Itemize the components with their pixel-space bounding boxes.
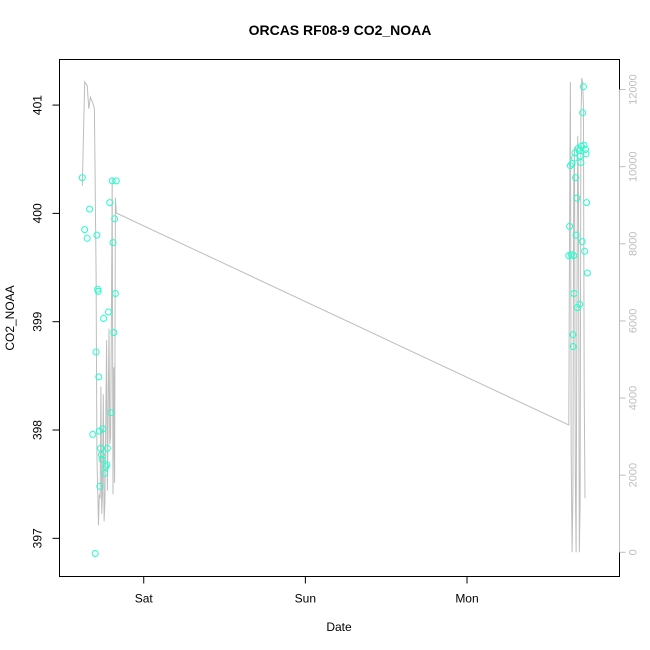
data-point xyxy=(94,287,102,295)
data-point xyxy=(109,239,117,247)
data-point xyxy=(111,215,119,223)
right-tick-label: 6000 xyxy=(628,309,640,333)
data-point xyxy=(110,329,118,336)
y-axis-label: CO2_NOAA xyxy=(3,285,17,350)
data-point xyxy=(566,222,574,230)
data-point xyxy=(101,469,109,477)
series-line xyxy=(81,77,586,553)
data-point xyxy=(569,343,577,351)
data-point xyxy=(100,315,108,322)
data-point xyxy=(97,444,105,452)
left-tick-label: 401 xyxy=(31,95,45,115)
data-point xyxy=(103,444,111,452)
data-point xyxy=(83,234,91,242)
data-point xyxy=(108,177,116,185)
left-tick-label: 399 xyxy=(31,311,45,331)
data-point xyxy=(579,83,587,91)
data-point xyxy=(103,461,111,469)
data-point xyxy=(576,300,584,308)
data-point xyxy=(78,174,86,182)
data-point xyxy=(572,174,580,182)
data-point xyxy=(583,199,591,207)
left-tick-label: 400 xyxy=(31,203,45,223)
right-y-axis: 0 2000 4000 6000 8000 10000 12000 xyxy=(619,74,640,555)
right-tick-label: 2000 xyxy=(628,463,640,487)
chart-title: ORCAS RF08-9 CO2_NOAA xyxy=(249,22,432,38)
data-point xyxy=(582,150,590,158)
right-tick-label: 0 xyxy=(628,549,640,555)
data-point xyxy=(96,482,104,490)
data-point xyxy=(581,247,589,255)
data-point xyxy=(111,290,119,297)
left-y-axis: 397 398 399 400 401 xyxy=(31,95,60,548)
data-point xyxy=(93,231,101,239)
line-series xyxy=(81,77,586,553)
data-point xyxy=(577,159,585,166)
data-point xyxy=(106,199,114,207)
data-point xyxy=(572,231,580,239)
data-point xyxy=(86,205,94,213)
left-tick-label: 397 xyxy=(31,528,45,548)
data-point xyxy=(583,269,591,277)
point-series xyxy=(78,83,591,557)
x-axis-label: Date xyxy=(326,620,352,634)
right-tick-label: 10000 xyxy=(628,151,640,182)
data-point xyxy=(576,152,584,160)
data-point xyxy=(92,348,100,356)
right-tick-label: 8000 xyxy=(628,232,640,256)
right-tick-label: 12000 xyxy=(628,74,640,105)
data-point xyxy=(570,290,578,297)
data-point xyxy=(99,425,107,433)
data-point xyxy=(105,308,112,316)
x-tick-label: Sun xyxy=(295,592,316,606)
data-point xyxy=(569,331,577,339)
data-point xyxy=(97,451,105,459)
data-point xyxy=(98,455,106,463)
data-point xyxy=(570,252,578,260)
data-point xyxy=(95,373,103,381)
x-tick-label: Sat xyxy=(135,592,154,606)
data-point xyxy=(582,146,589,153)
data-point xyxy=(112,177,120,185)
x-tick-label: Mon xyxy=(455,592,478,606)
data-point xyxy=(578,238,586,246)
data-point xyxy=(81,226,89,234)
data-point xyxy=(91,550,99,557)
data-point xyxy=(107,409,115,417)
data-point xyxy=(566,162,574,170)
data-point xyxy=(580,141,588,149)
x-axis: Sat Sun Mon xyxy=(135,576,479,606)
right-tick-label: 4000 xyxy=(628,386,640,410)
left-tick-label: 398 xyxy=(31,420,45,440)
data-point xyxy=(573,194,581,202)
data-point xyxy=(579,109,587,117)
data-point xyxy=(89,430,97,438)
